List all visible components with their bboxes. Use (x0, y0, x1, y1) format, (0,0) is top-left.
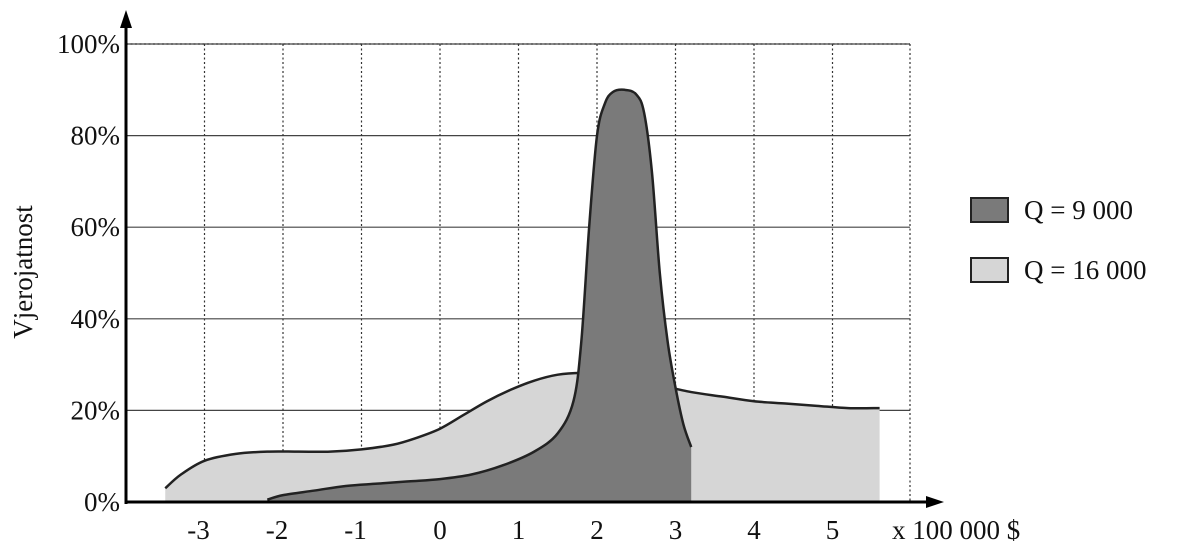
legend-swatch (970, 257, 1009, 283)
y-tick-label: 60% (71, 212, 121, 242)
y-tick-label: 40% (71, 304, 121, 334)
y-tick-label: 100% (57, 29, 120, 59)
legend-label: Q = 16 000 (1024, 255, 1146, 285)
series-line-q9000 (266, 88, 693, 501)
x-tick-label: 0 (433, 515, 447, 544)
y-tick-label: 20% (71, 395, 121, 425)
series-area-q9000 (267, 89, 692, 503)
x-tick-label: -3 (187, 515, 210, 544)
axes (120, 10, 944, 508)
x-axis-arrow (926, 496, 944, 508)
legend: Q = 9 000 Q = 16 000 (970, 195, 1146, 285)
y-axis-arrow (120, 10, 132, 28)
legend-label: Q = 9 000 (1024, 195, 1133, 225)
x-tick-label: 2 (590, 515, 604, 544)
series-areas (164, 88, 880, 503)
x-tick-label: -1 (344, 515, 367, 544)
tick-labels: 0% 20% 40% 60% 80% 100% -3 -2 -1 0 1 2 3 4 5 (57, 29, 839, 544)
y-tick-label: 0% (84, 487, 120, 517)
series-line-q16000 (164, 371, 880, 490)
x-tick-label: 1 (512, 515, 526, 544)
legend-swatch (970, 197, 1009, 223)
x-axis-label: x 100 000 $ (892, 515, 1020, 544)
y-axis-label: Vjerojatnost (8, 205, 38, 339)
x-tick-label: 5 (826, 515, 840, 544)
x-tick-label: 3 (669, 515, 683, 544)
series-area-q16000 (165, 372, 880, 502)
y-tick-label: 80% (71, 121, 121, 151)
x-tick-label: 4 (747, 515, 761, 544)
x-tick-label: -2 (266, 515, 289, 544)
